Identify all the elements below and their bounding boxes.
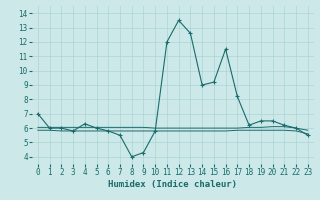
X-axis label: Humidex (Indice chaleur): Humidex (Indice chaleur) xyxy=(108,180,237,189)
